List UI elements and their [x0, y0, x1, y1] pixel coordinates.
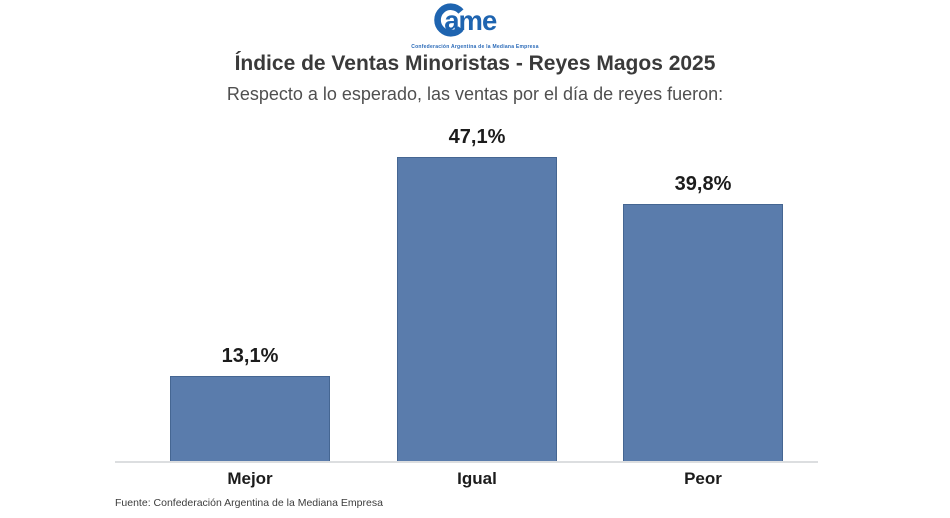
bar-rect	[397, 157, 557, 461]
logo-wordmark-text: ame	[444, 5, 497, 36]
bar-group-igual: 47,1% Igual	[397, 120, 557, 488]
page-subtitle: Respecto a lo esperado, las ventas por e…	[226, 84, 724, 104]
logo-tagline: Confederación Argentina de la Mediana Em…	[411, 44, 539, 50]
bar-value-label: 39,8%	[674, 173, 732, 195]
plot-area: 13,1% Mejor 47,1% Igual 39,8% Peor	[115, 120, 818, 488]
bar-category-label: Mejor	[227, 469, 273, 488]
bar-category-label: Igual	[457, 469, 497, 488]
bar-group-peor: 39,8% Peor	[623, 120, 783, 488]
logo-c-ring-icon	[434, 3, 464, 37]
source-note: Fuente: Confederación Argentina de la Me…	[115, 497, 383, 509]
bar-rect	[170, 376, 330, 461]
bar-rect	[623, 204, 783, 461]
bar-category-label: Peor	[684, 469, 722, 488]
page-title: Índice de Ventas Minoristas - Reyes Mago…	[234, 52, 716, 75]
came-logo: ame Confederación Argentina de la Median…	[0, 2, 950, 50]
bar-group-mejor: 13,1% Mejor	[170, 120, 330, 488]
bar-value-label: 13,1%	[221, 345, 279, 367]
came-logo-icon: ame	[425, 2, 525, 38]
bar-value-label: 47,1%	[448, 126, 506, 148]
